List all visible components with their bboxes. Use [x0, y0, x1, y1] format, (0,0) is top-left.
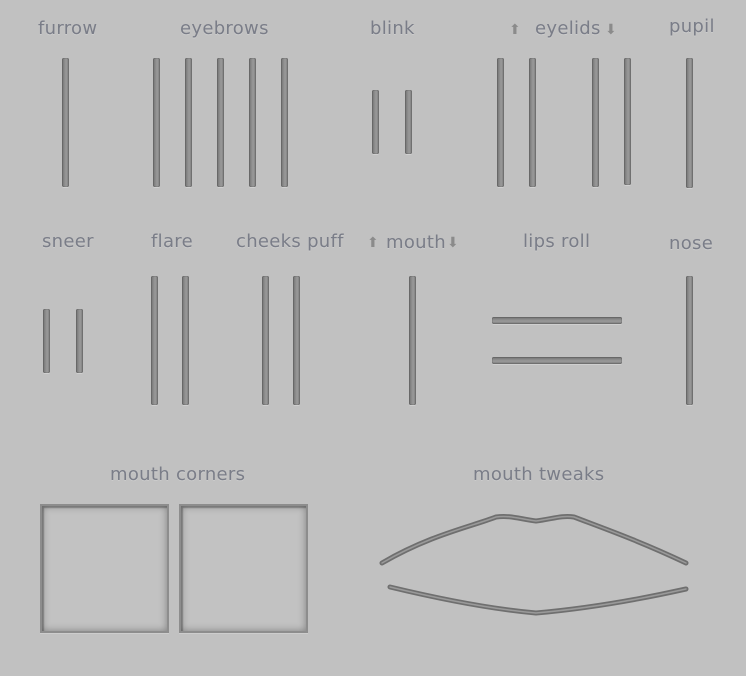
cheeks-puff-slider-right[interactable]: [293, 276, 300, 405]
eyelid-lower-slider-left[interactable]: [592, 58, 599, 187]
mouth-tweaks-lips[interactable]: [370, 505, 700, 625]
flare-label: flare: [151, 231, 193, 252]
eyebrow-slider-3[interactable]: [217, 58, 224, 187]
eyelid-lower-slider-right[interactable]: [624, 58, 631, 185]
blink-slider-right[interactable]: [405, 90, 412, 154]
pupil-label: pupil: [669, 16, 715, 37]
flare-slider-left[interactable]: [151, 276, 158, 405]
cheeks-puff-slider-left[interactable]: [262, 276, 269, 405]
sneer-slider-right[interactable]: [76, 309, 83, 373]
cheeks-puff-label: cheeks puff: [236, 231, 344, 252]
mouth-arrow-down-icon: ⬇: [447, 235, 459, 251]
blink-slider-left[interactable]: [372, 90, 379, 154]
mouth-arrow-up-icon: ⬆: [367, 235, 379, 251]
sneer-label: sneer: [42, 231, 94, 252]
mouth-corner-pad-left[interactable]: [40, 504, 169, 633]
eyebrow-slider-4[interactable]: [249, 58, 256, 187]
eyelid-upper-slider-right[interactable]: [529, 58, 536, 187]
mouth-tweaks-label: mouth tweaks: [473, 464, 605, 485]
nose-slider[interactable]: [686, 276, 693, 405]
mouth-corners-label: mouth corners: [110, 464, 246, 485]
furrow-slider[interactable]: [62, 58, 69, 187]
eyebrows-label: eyebrows: [180, 18, 269, 39]
blink-label: blink: [370, 18, 415, 39]
sneer-slider-left[interactable]: [43, 309, 50, 373]
flare-slider-right[interactable]: [182, 276, 189, 405]
eyebrow-slider-1[interactable]: [153, 58, 160, 187]
pupil-slider[interactable]: [686, 58, 693, 188]
lips-roll-upper-slider[interactable]: [492, 317, 622, 324]
arrow-down-icon: ⬇: [605, 22, 617, 38]
arrow-up-icon: ⬆: [509, 22, 521, 38]
nose-label: nose: [669, 233, 714, 254]
eyelid-upper-slider-left[interactable]: [497, 58, 504, 187]
lips-roll-label: lips roll: [523, 231, 591, 252]
upper-lip-curve[interactable]: [379, 514, 689, 566]
mouth-corner-pad-right[interactable]: [179, 504, 308, 633]
mouth-slider[interactable]: [409, 276, 416, 405]
furrow-label: furrow: [38, 18, 98, 39]
lower-lip-curve[interactable]: [387, 584, 689, 616]
lips-roll-lower-slider[interactable]: [492, 357, 622, 364]
eyebrow-slider-2[interactable]: [185, 58, 192, 187]
eyelids-label: eyelids: [535, 18, 601, 39]
eyebrow-slider-5[interactable]: [281, 58, 288, 187]
mouth-label: mouth: [386, 232, 446, 253]
